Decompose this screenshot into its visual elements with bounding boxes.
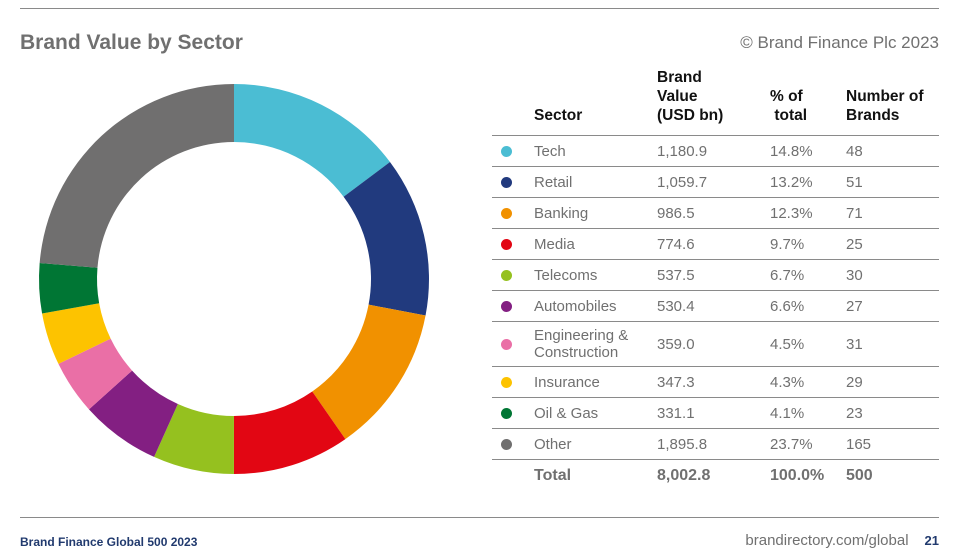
table-row: Retail 1,059.7 13.2% 51 [492, 166, 939, 198]
pct-total: 6.6% [770, 290, 846, 322]
table-row: Banking 986.5 12.3% 71 [492, 197, 939, 229]
copyright: © Brand Finance Plc 2023 [740, 33, 939, 52]
table-row: Engineering & Construction 359.0 4.5% 31 [492, 321, 939, 367]
brand-count: 25 [846, 228, 939, 260]
brand-value: 331.1 [657, 397, 770, 429]
donut-slice-retail [343, 161, 430, 316]
brand-count: 23 [846, 397, 939, 429]
brand-value: 1,895.8 [657, 428, 770, 460]
brand-count: 31 [846, 321, 939, 367]
bottom-rule [20, 517, 939, 518]
legend-dot [501, 270, 512, 282]
legend-dot [501, 377, 512, 389]
sector-name: Other [534, 428, 657, 460]
pct-total: 13.2% [770, 166, 846, 198]
table-row: Insurance 347.3 4.3% 29 [492, 366, 939, 398]
total-pct: 100.0% [770, 459, 846, 490]
brand-count: 48 [846, 135, 939, 167]
footer-url[interactable]: brandirectory.com/global [745, 532, 909, 549]
sector-name: Oil & Gas [534, 397, 657, 429]
donut-slice-automobiles [88, 370, 178, 457]
table-row: Tech 1,180.9 14.8% 48 [492, 135, 939, 167]
brand-count: 51 [846, 166, 939, 198]
legend-dot [501, 339, 512, 351]
legend-dot [501, 439, 512, 451]
pct-total: 6.7% [770, 259, 846, 291]
header-value: Brand Value (USD bn) [657, 69, 724, 124]
brand-value: 986.5 [657, 197, 770, 229]
page-number: 21 [924, 533, 939, 548]
sector-table: Sector Brand Value (USD bn) % of total Num… [492, 68, 939, 490]
pct-total: 14.8% [770, 135, 846, 167]
legend-dot [501, 177, 512, 189]
brand-value: 537.5 [657, 259, 770, 291]
donut-slice-insurance [42, 303, 111, 364]
brand-value: 774.6 [657, 228, 770, 260]
brand-count: 30 [846, 259, 939, 291]
header-pct: % of total [770, 88, 808, 124]
table-row: Telecoms 537.5 6.7% 30 [492, 259, 939, 291]
brand-count: 165 [846, 428, 939, 460]
pct-total: 23.7% [770, 428, 846, 460]
brand-value: 1,059.7 [657, 166, 770, 198]
pct-total: 4.3% [770, 366, 846, 398]
legend-dot [501, 208, 512, 220]
brand-value: 347.3 [657, 366, 770, 398]
legend-dot [501, 301, 512, 313]
sector-name: Insurance [534, 366, 657, 398]
legend-dot [501, 239, 512, 251]
table-row: Automobiles 530.4 6.6% 27 [492, 290, 939, 322]
pct-total: 9.7% [770, 228, 846, 260]
pct-total: 4.1% [770, 397, 846, 429]
donut-slice-media [233, 391, 346, 474]
donut-slice-other [39, 84, 234, 268]
sector-name: Engineering & Construction [534, 321, 657, 367]
brand-count: 27 [846, 290, 939, 322]
sector-name: Telecoms [534, 259, 657, 291]
pct-total: 12.3% [770, 197, 846, 229]
sector-name: Automobiles [534, 290, 657, 322]
footer-publication: Brand Finance Global 500 2023 [20, 535, 198, 549]
brand-count: 29 [846, 366, 939, 398]
legend-dot [501, 408, 512, 420]
donut-chart [38, 84, 430, 474]
donut-slice-telecoms [154, 403, 234, 474]
legend-dot [501, 146, 512, 158]
total-label: Total [534, 459, 657, 490]
total-row: Total 8,002.8 100.0% 500 [492, 459, 939, 490]
donut-slice-banking [312, 304, 426, 440]
sector-name: Tech [534, 135, 657, 167]
top-rule [20, 8, 939, 9]
pct-total: 4.5% [770, 321, 846, 367]
donut-slice-oil-gas [38, 262, 100, 314]
table-row: Other 1,895.8 23.7% 165 [492, 428, 939, 460]
donut-slice-tech [234, 84, 390, 197]
total-value: 8,002.8 [657, 459, 770, 490]
sector-name: Retail [534, 166, 657, 198]
sector-name: Banking [534, 197, 657, 229]
brand-value: 1,180.9 [657, 135, 770, 167]
chart-title: Brand Value by Sector [20, 31, 243, 54]
header-brands: Number of Brands [846, 88, 924, 124]
table-row: Media 774.6 9.7% 25 [492, 228, 939, 260]
brand-value: 359.0 [657, 321, 770, 367]
header-sector: Sector [534, 107, 583, 124]
table-row: Oil & Gas 331.1 4.1% 23 [492, 397, 939, 429]
brand-value: 530.4 [657, 290, 770, 322]
brand-count: 71 [846, 197, 939, 229]
footer-right: brandirectory.com/global 21 [745, 532, 939, 549]
sector-name: Media [534, 228, 657, 260]
donut-slice-engineering-construction [58, 338, 133, 410]
total-brands: 500 [846, 459, 939, 490]
